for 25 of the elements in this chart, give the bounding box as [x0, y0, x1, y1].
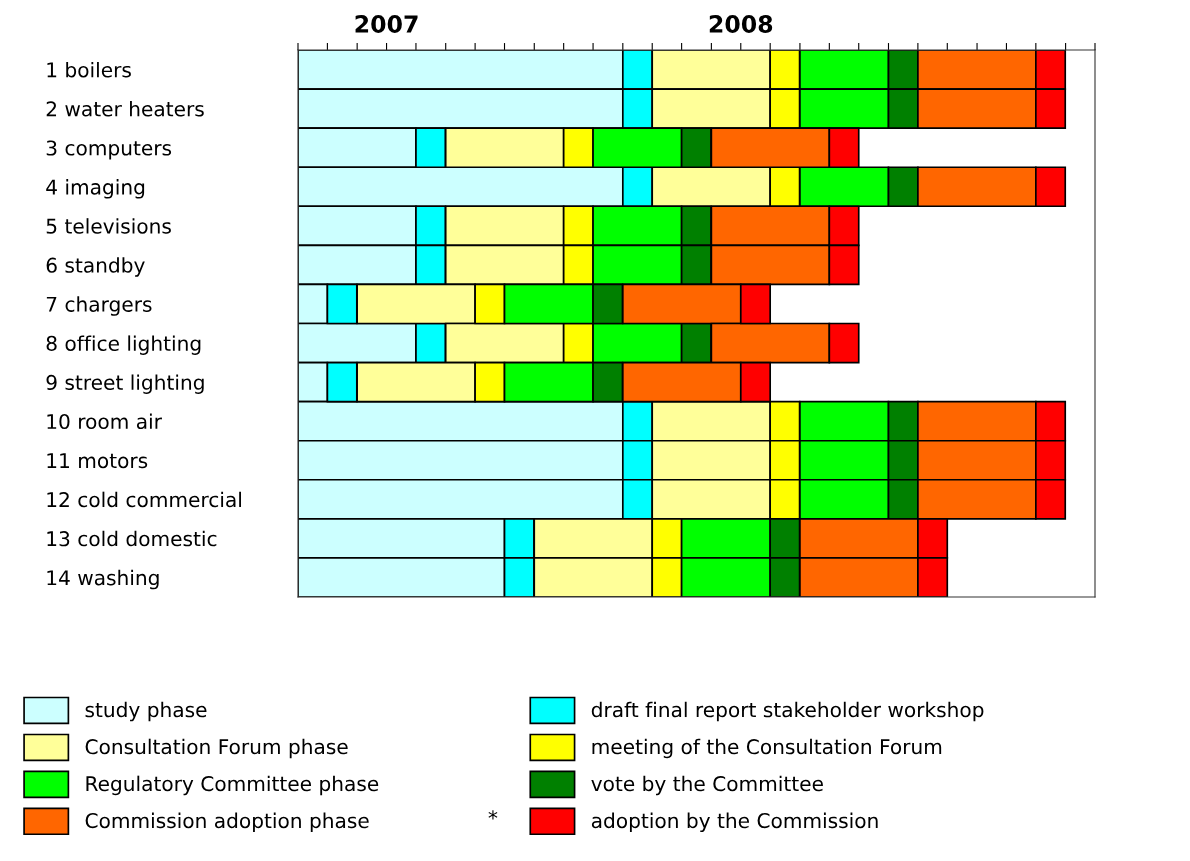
- y-tick-label: 12 cold commercial: [47, 491, 241, 508]
- y-tick-label: 6 standby: [46, 257, 145, 277]
- legend-label: Consultation Forum phase: [85, 738, 348, 759]
- y-tick-label: 9 street lighting: [46, 374, 204, 394]
- y-tick-label: 13 cold domestic: [47, 530, 217, 547]
- legend-label: draft final report stakeholder workshop: [591, 701, 984, 722]
- text: *: [488, 810, 498, 820]
- y-tick-label: 2 water heaters: [46, 100, 204, 117]
- y-tick-label: 11 motors: [47, 453, 148, 469]
- y-tick-label: 5 televisions: [46, 218, 171, 234]
- y-tick-label: 10 room air: [47, 413, 162, 430]
- legend-label: study phase: [85, 701, 207, 722]
- y-tick-label: 8 office lighting: [46, 335, 201, 355]
- y-tick-label: 7 chargers: [46, 296, 152, 316]
- y-tick-label: 14 washing: [47, 569, 159, 590]
- y-tick-label: 4 imaging: [46, 179, 145, 199]
- x-tick-label: 2007: [355, 15, 418, 33]
- legend-label: Commission adoption phase: [85, 812, 369, 833]
- y-tick-label: 1 boilers: [47, 61, 131, 78]
- legend-label: adoption by the Commission: [591, 812, 878, 833]
- y-tick-label: 3 computers: [46, 140, 172, 160]
- legend-label: Regulatory Committee phase: [86, 775, 379, 796]
- legend-label: meeting of the Consultation Forum: [592, 738, 942, 759]
- x-tick-label: 2008: [709, 15, 773, 33]
- legend-label: vote by the Committee: [591, 775, 823, 796]
